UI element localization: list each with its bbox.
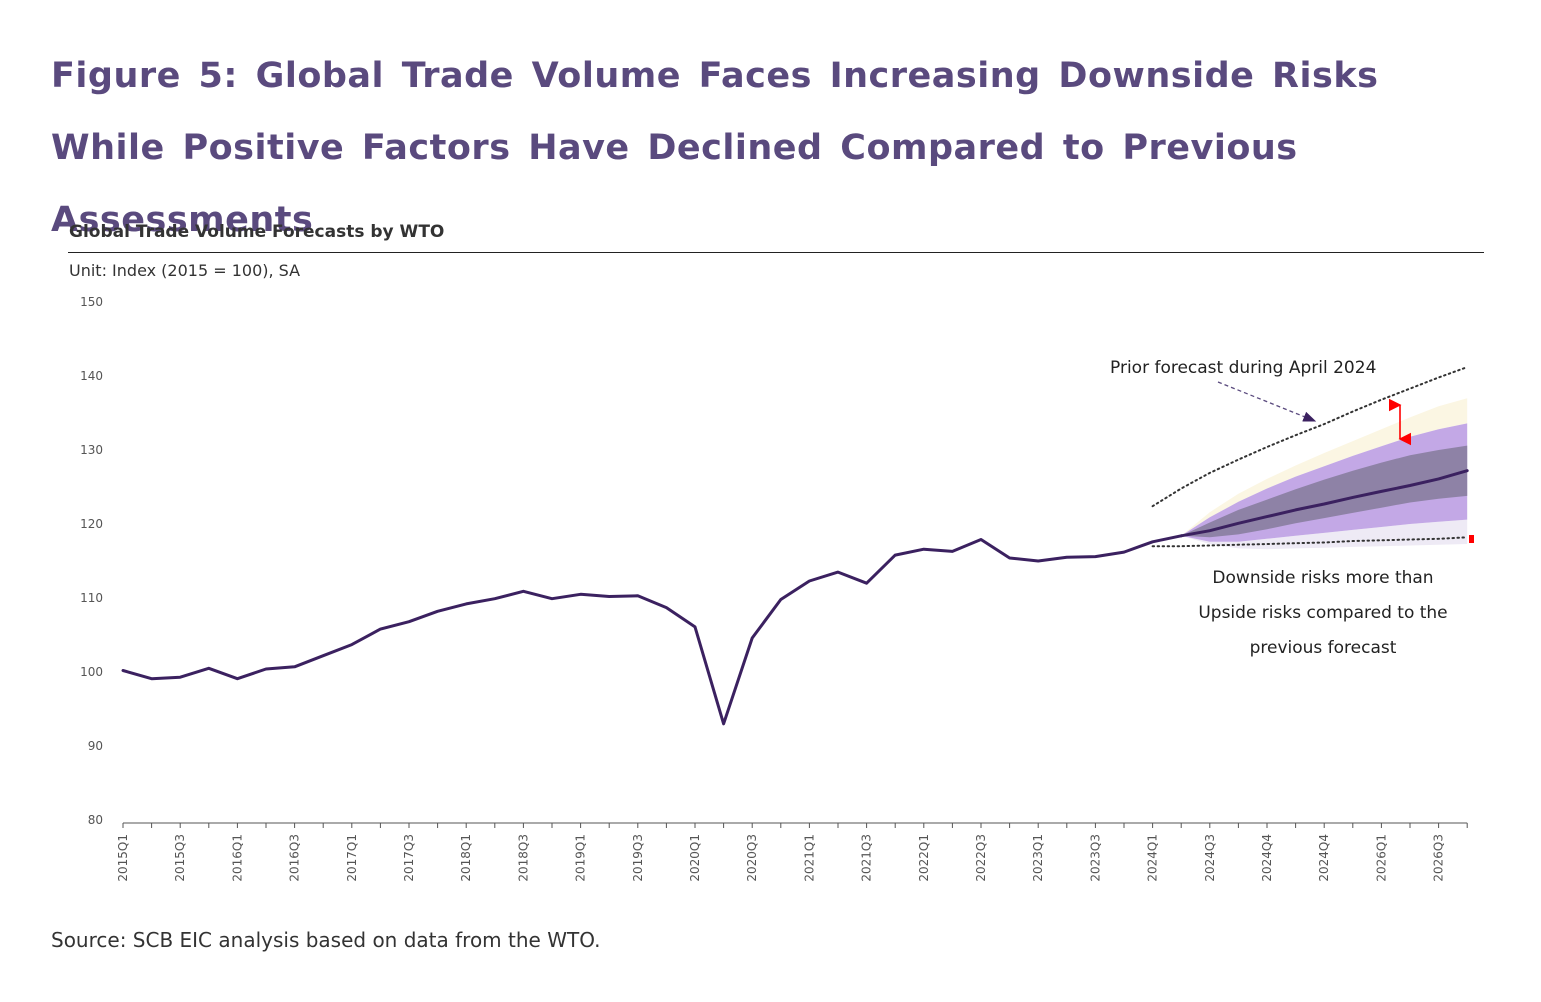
x-tick-label: 2020Q1 bbox=[688, 834, 702, 882]
y-tick-label: 110 bbox=[80, 591, 103, 605]
chart-unit: Unit: Index (2015 = 100), SA bbox=[69, 261, 301, 280]
fan-band-inner bbox=[1181, 445, 1468, 538]
y-tick-label: 140 bbox=[80, 369, 103, 383]
x-tick-label: 2024Q3 bbox=[1203, 834, 1217, 882]
x-tick-label: 2015Q1 bbox=[116, 834, 130, 882]
y-tick-label: 100 bbox=[80, 665, 103, 679]
forecast-median-line bbox=[1179, 469, 1469, 538]
chart-title: Global Trade Volume Forecasts by WTO bbox=[69, 222, 445, 242]
x-tick-label: 2024Q4 bbox=[1317, 834, 1331, 882]
x-tick-label: 2019Q1 bbox=[574, 834, 588, 882]
x-tick-label: 2023Q3 bbox=[1088, 834, 1102, 882]
x-tick-label: 2021Q1 bbox=[802, 834, 816, 882]
x-tick-label: 2022Q3 bbox=[974, 834, 988, 882]
x-tick-label: 2024Q1 bbox=[1146, 834, 1160, 882]
downside-label-line-2: Upside risks compared to the bbox=[1198, 603, 1447, 623]
x-tick-label: 2023Q1 bbox=[1031, 834, 1045, 882]
x-tick-label: 2019Q3 bbox=[631, 834, 645, 882]
downside-marker bbox=[1469, 535, 1474, 543]
fan-band-outer-lower bbox=[1181, 519, 1468, 550]
x-tick-label: 2016Q3 bbox=[288, 834, 302, 882]
x-tick-label: 2016Q1 bbox=[230, 834, 244, 882]
chart-lines bbox=[121, 366, 1469, 726]
y-tick-label: 120 bbox=[80, 517, 103, 531]
prior-forecast-during-april-2024-line bbox=[1151, 366, 1469, 508]
x-tick-label: 2021Q3 bbox=[860, 834, 874, 882]
x-tick-label: 2018Q1 bbox=[459, 834, 473, 882]
previous-downside-reference-line bbox=[1151, 536, 1469, 548]
chart-annotations: Prior forecast during April 2024 Downsid… bbox=[1110, 358, 1474, 658]
x-tick-label: 2017Q3 bbox=[402, 834, 416, 882]
x-tick-label: 2015Q3 bbox=[173, 834, 187, 882]
y-tick-label: 90 bbox=[88, 739, 103, 753]
figure-title: Figure 5: Global Trade Volume Faces Incr… bbox=[51, 56, 1379, 240]
downside-label-line-1: Downside risks more than bbox=[1212, 568, 1433, 588]
x-tick-label: 2022Q1 bbox=[917, 834, 931, 882]
x-tick-label: 2026Q1 bbox=[1374, 834, 1388, 882]
downside-label-line-3: previous forecast bbox=[1250, 638, 1397, 658]
x-tick-label: 2017Q1 bbox=[345, 834, 359, 882]
x-tick-label: 2018Q3 bbox=[516, 834, 530, 882]
x-tick-label: 2026Q3 bbox=[1432, 834, 1446, 882]
chart-axes: 80 90 100 110 120 130 140 150 2015Q1 2015Q3 2016Q1… bbox=[80, 295, 1468, 882]
prior-forecast-label: Prior forecast during April 2024 bbox=[1110, 358, 1376, 378]
chart-title-rule bbox=[68, 252, 1484, 253]
x-tick-label: 2020Q3 bbox=[745, 834, 759, 882]
y-tick-label: 130 bbox=[80, 443, 103, 457]
y-tick-label: 150 bbox=[80, 295, 103, 309]
actual-line bbox=[121, 534, 1183, 726]
y-tick-label: 80 bbox=[88, 813, 103, 827]
x-tick-label: 2024Q4 bbox=[1260, 834, 1274, 882]
source-note: Source: SCB EIC analysis based on data f… bbox=[51, 928, 601, 952]
prior-forecast-pointer bbox=[1217, 381, 1317, 422]
